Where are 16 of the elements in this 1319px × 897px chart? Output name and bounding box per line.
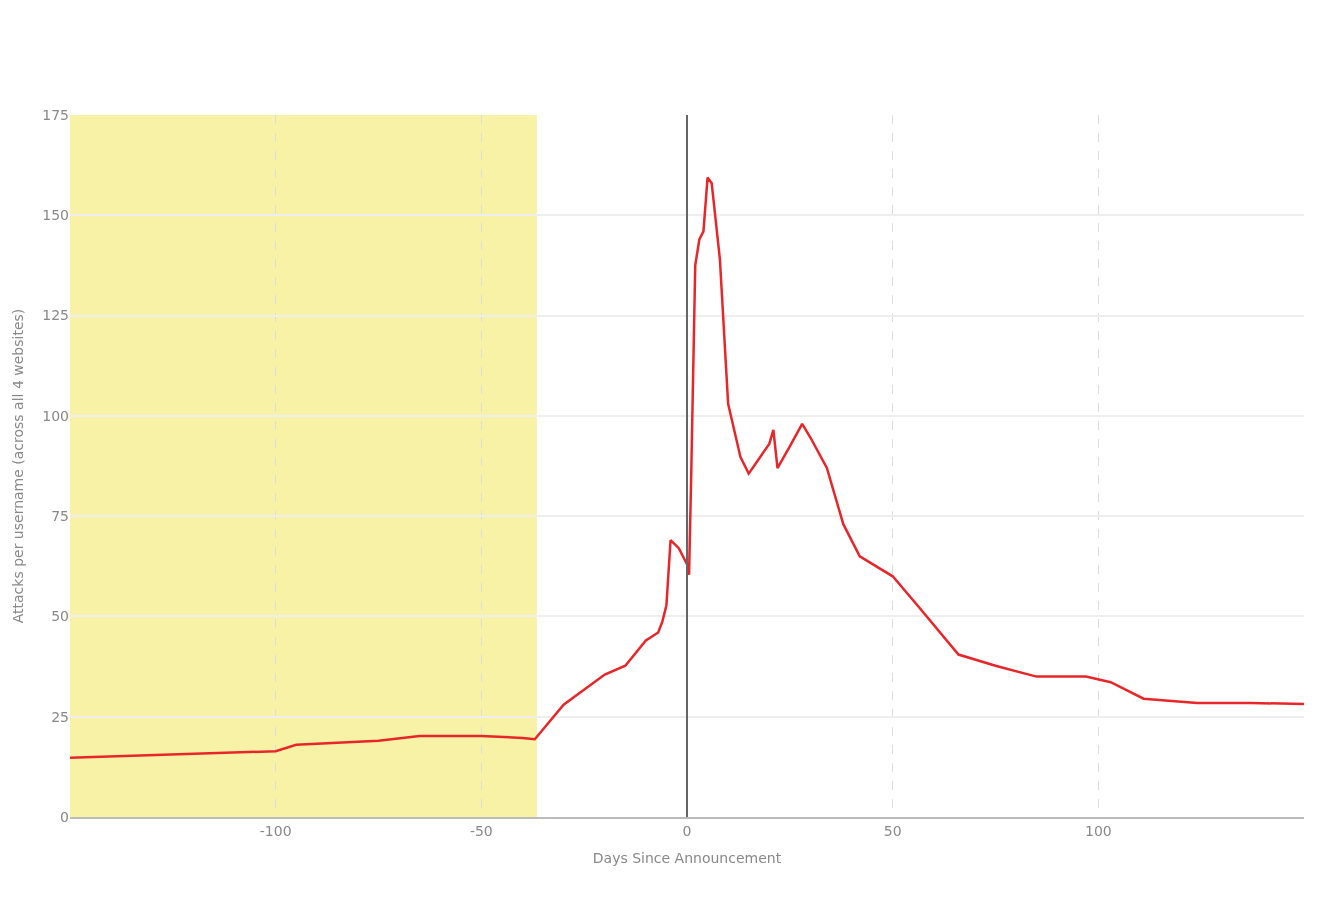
- x-tick-label: 50: [883, 822, 902, 839]
- x-tick-label: 100: [1084, 822, 1112, 839]
- y-tick-label: 100: [42, 407, 69, 424]
- y-tick-label: 75: [51, 508, 69, 525]
- y-tick-label: 150: [42, 207, 69, 224]
- y-tick-label: 125: [42, 307, 69, 324]
- x-tick-label: -50: [469, 822, 493, 839]
- y-tick-label: 50: [51, 608, 69, 625]
- y-axis-title: Attacks per username (across all 4 websites): [9, 308, 26, 624]
- y-tick-label: 175: [42, 106, 69, 123]
- y-tick-label: 25: [51, 708, 69, 725]
- x-tick-label: -100: [259, 822, 292, 839]
- x-axis-title: Days Since Announcement: [592, 849, 782, 866]
- line-series: [70, 176, 1304, 759]
- x-tick-label: 0: [682, 822, 692, 839]
- y-tick-label: 0: [60, 808, 69, 825]
